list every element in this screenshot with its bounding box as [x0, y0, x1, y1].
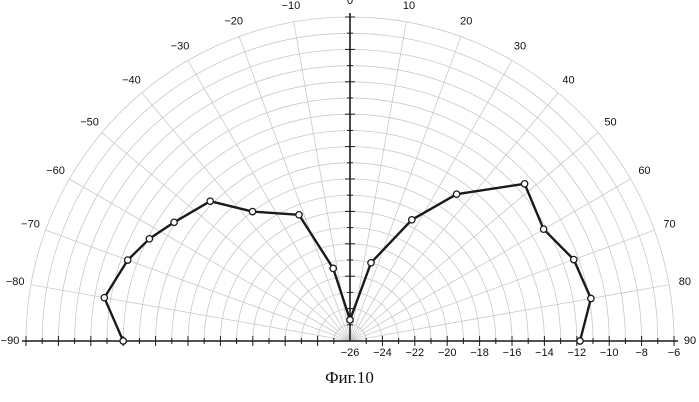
data-point: [125, 257, 131, 263]
angle-tick-label: 80: [679, 276, 691, 288]
radial-tick-label: −24: [373, 347, 392, 359]
angle-tick-label: −30: [171, 40, 190, 52]
data-point: [207, 198, 213, 204]
angle-tick-label: −40: [122, 74, 141, 86]
radial-tick-label: −22: [405, 347, 424, 359]
data-point: [577, 338, 583, 344]
radial-tick-label: −20: [438, 347, 457, 359]
radial-tick-label: −26: [341, 347, 360, 359]
angle-tick-label: 20: [460, 15, 472, 27]
data-point: [368, 260, 374, 266]
data-point: [409, 217, 415, 223]
data-point: [521, 181, 527, 187]
angle-tick-label: −20: [224, 15, 243, 27]
angle-tick-label: −60: [46, 165, 65, 177]
radial-tick-label: −10: [600, 347, 619, 359]
angle-tick-label: −50: [80, 116, 99, 128]
data-point: [347, 317, 353, 323]
angle-tick-label: 0: [347, 0, 353, 7]
data-point: [571, 256, 577, 262]
radial-tick-label: −12: [567, 347, 586, 359]
angle-tick-label: 60: [638, 165, 650, 177]
angle-tick-label: 50: [604, 116, 616, 128]
grid-spoke: [350, 179, 631, 341]
angle-tick-label: 70: [663, 219, 675, 231]
series-group: [101, 181, 594, 345]
grid-spoke: [142, 93, 350, 341]
radial-tick-label: −14: [535, 347, 554, 359]
grid-spoke: [31, 285, 350, 341]
angle-tick-label: 10: [403, 0, 415, 12]
radial-tick-label: −8: [635, 347, 648, 359]
polar-axes: [22, 13, 678, 346]
angle-tick-label: 90: [684, 335, 696, 347]
grid-spoke: [350, 60, 512, 341]
data-point: [120, 338, 126, 344]
radial-tick-label: −6: [668, 347, 681, 359]
data-point: [146, 236, 152, 242]
angle-tick-label: 30: [514, 40, 526, 52]
angle-tick-label: −10: [282, 0, 301, 12]
data-point: [330, 265, 336, 271]
data-point: [249, 208, 255, 214]
figure-caption: Фиг.10: [0, 368, 699, 388]
data-point: [171, 219, 177, 225]
angle-tick-label: 40: [562, 74, 574, 86]
grid-spoke: [350, 285, 669, 341]
grid-spoke: [350, 22, 406, 341]
grid-spoke: [350, 133, 598, 341]
radial-tick-label: −16: [503, 347, 522, 359]
data-point: [588, 295, 594, 301]
angle-tick-label: −80: [6, 276, 25, 288]
angle-tick-label: −70: [21, 219, 40, 231]
radial-tick-labels: −26 −24 −22 −20 −18 −16 −14 −12 −10 −8 −6: [341, 347, 681, 359]
data-point: [540, 226, 546, 232]
grid-spoke: [350, 93, 558, 341]
data-point: [296, 212, 302, 218]
data-point: [101, 295, 107, 301]
data-point: [453, 191, 459, 197]
angle-tick-label: −90: [1, 335, 20, 347]
radial-tick-label: −18: [470, 347, 489, 359]
